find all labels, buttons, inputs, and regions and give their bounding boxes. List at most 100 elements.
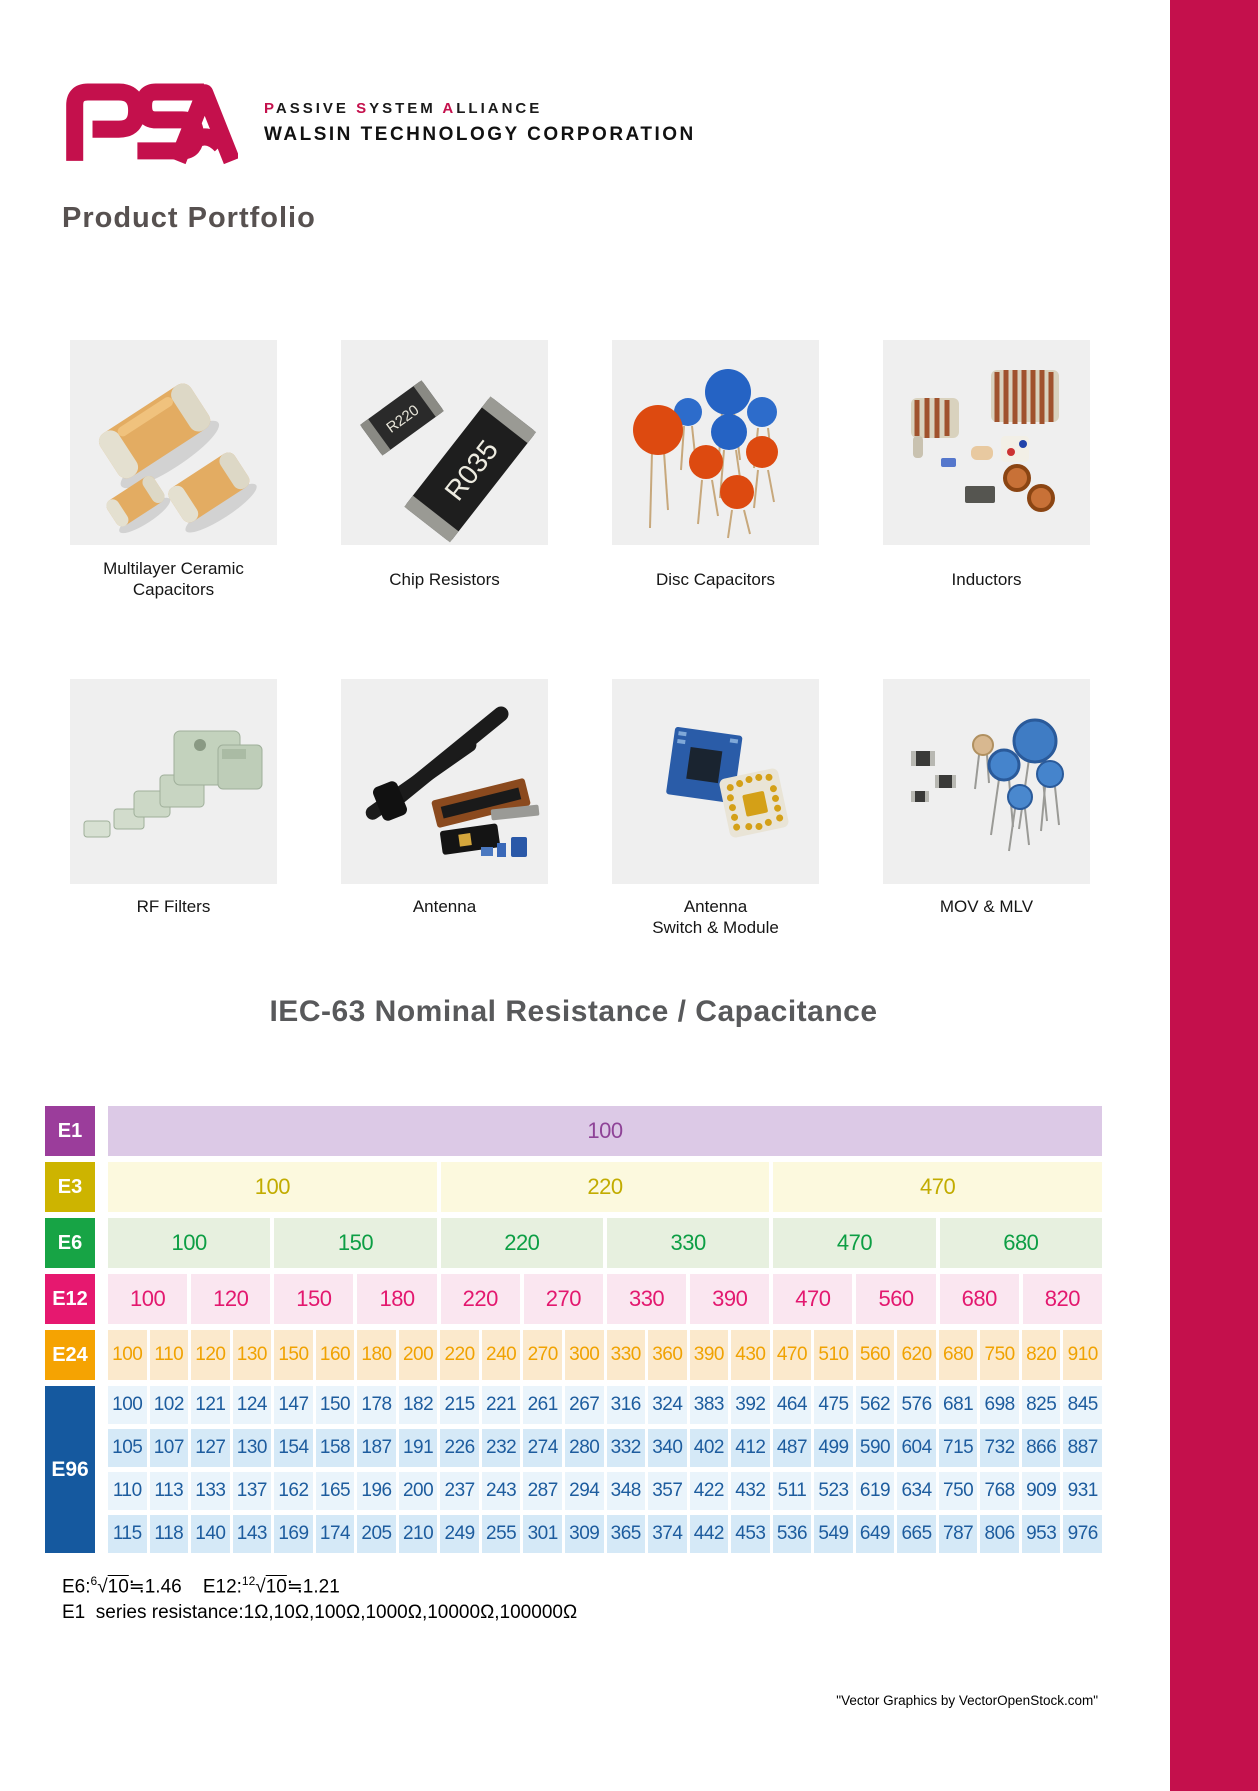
table-cell: 953 — [1021, 1515, 1061, 1553]
product-label: Inductors — [951, 569, 1022, 589]
brand-text: PASSIVE SYSTEM ALLIANCE WALSIN TECHNOLOG… — [264, 80, 696, 146]
antenna-switch-module-image — [612, 679, 819, 884]
table-cell: 680 — [939, 1218, 1102, 1268]
table-cell: 180 — [357, 1330, 396, 1380]
table-cell: 200 — [398, 1330, 438, 1380]
table-cell: 100 — [108, 1330, 147, 1380]
product-disc-capacitors: Disc Capacitors — [612, 340, 819, 601]
table-cell: 768 — [980, 1472, 1019, 1510]
table-cell: 825 — [1021, 1386, 1061, 1424]
product-chip-resistors: R220 R035 Chip Resistors — [341, 340, 548, 601]
table-cell: 150 — [274, 1218, 437, 1268]
table-cell: 332 — [606, 1429, 646, 1467]
table-cell: 390 — [690, 1274, 770, 1324]
table-cell: 910 — [1063, 1330, 1102, 1380]
table-cell: 475 — [814, 1386, 853, 1424]
series-row-e6: E6 100 150 220 330 470 680 — [45, 1218, 1102, 1268]
table-cell: 160 — [315, 1330, 355, 1380]
table-cell: 931 — [1063, 1472, 1102, 1510]
table-cell: 226 — [440, 1429, 479, 1467]
brand-header: PSA PASSIVE SYSTEM ALLIANCE WALSIN TECHN… — [60, 80, 696, 166]
table-cell: 220 — [440, 1330, 479, 1380]
table-cell: 732 — [980, 1429, 1019, 1467]
table-cell: 118 — [149, 1515, 189, 1553]
product-mlcc: Multilayer Ceramic Capacitors — [70, 340, 277, 601]
table-cell: 110 — [149, 1330, 189, 1380]
table-cell: 866 — [1021, 1429, 1061, 1467]
logo-letter-p — [66, 83, 146, 161]
table-cell: 137 — [232, 1472, 272, 1510]
right-accent-bar — [1170, 0, 1258, 1791]
product-label: MOV & MLV — [939, 897, 1034, 916]
table-cell: 130 — [232, 1429, 272, 1467]
product-label: Antenna Switch & Module — [652, 897, 779, 937]
table-cell: 820 — [1022, 1274, 1102, 1324]
table-cell: 499 — [814, 1429, 853, 1467]
product-rf-filters: RF Filters — [70, 679, 277, 940]
table-cell: 330 — [606, 1218, 770, 1268]
table-cell: 470 — [773, 1162, 1102, 1212]
table-cell: 510 — [814, 1330, 853, 1380]
series-row-e12: E12 100 120 150 180 220 270 330 390 470 560 680 820 — [45, 1274, 1102, 1324]
table-cell: 113 — [149, 1472, 189, 1510]
table-cell: 162 — [274, 1472, 313, 1510]
company-name: WALSIN TECHNOLOGY CORPORATION — [264, 124, 696, 145]
product-label: Antenna — [412, 897, 477, 916]
table-cell: 127 — [191, 1429, 230, 1467]
table-cell: 124 — [232, 1386, 272, 1424]
table-cell: 430 — [731, 1330, 770, 1380]
table-cell: 196 — [357, 1472, 396, 1510]
table-cell: 270 — [523, 1330, 562, 1380]
table-cell: 147 — [274, 1386, 313, 1424]
table-cell: 820 — [1021, 1330, 1061, 1380]
table-cell: 715 — [938, 1429, 978, 1467]
series-label-e3: E3 — [45, 1162, 95, 1212]
table-cell: 360 — [648, 1330, 687, 1380]
table-cell: 562 — [855, 1386, 895, 1424]
table-cell: 174 — [315, 1515, 355, 1553]
table-cell: 130 — [232, 1330, 272, 1380]
table-cell: 402 — [689, 1429, 729, 1467]
table-cell: 154 — [274, 1429, 313, 1467]
product-label: RF Filters — [136, 897, 211, 916]
product-inductors: Inductors — [883, 340, 1090, 601]
table-cell: 887 — [1063, 1429, 1102, 1467]
table-cell: 392 — [731, 1386, 770, 1424]
product-row-1: Multilayer Ceramic Capacitors R220 R035 … — [70, 340, 1090, 601]
table-cell: 549 — [814, 1515, 853, 1553]
table-cell: 205 — [357, 1515, 396, 1553]
table-cell: 523 — [814, 1472, 853, 1510]
table-cell: 255 — [481, 1515, 521, 1553]
table-cell: 100 — [108, 1162, 437, 1212]
table-cell: 681 — [938, 1386, 978, 1424]
table-cell: 267 — [564, 1386, 604, 1424]
table-cell: 383 — [689, 1386, 729, 1424]
table-cell: 200 — [398, 1472, 438, 1510]
series-row-e96: E96 100 102 121 124 147 150 178 182 215 221 261 267… — [45, 1386, 1102, 1553]
product-label: Disc Capacitors — [655, 569, 776, 589]
table-cell: 365 — [606, 1515, 646, 1553]
series-label-e6: E6 — [45, 1218, 95, 1268]
series-label-e1: E1 — [45, 1106, 95, 1156]
alliance-name: PASSIVE SYSTEM ALLIANCE — [264, 100, 543, 117]
table-cell: 287 — [523, 1472, 562, 1510]
e96-subrows: 100 102 121 124 147 150 178 182 215 221 261 267 316 3… — [108, 1386, 1102, 1553]
table-cell: 390 — [689, 1330, 729, 1380]
note-e-series-formula: E6:6√10≒1.46 E12:12√10≒1.21 — [62, 1574, 340, 1598]
table-cell: 240 — [481, 1330, 521, 1380]
table-cell: 422 — [689, 1472, 729, 1510]
table-cell: 330 — [606, 1274, 687, 1324]
table-cell: 750 — [938, 1472, 978, 1510]
product-label: Multilayer Ceramic Capacitors — [103, 559, 244, 599]
table-cell: 560 — [855, 1330, 895, 1380]
chip-resistors-image: R220 R035 — [341, 340, 548, 545]
table-cell: 309 — [564, 1515, 604, 1553]
table-cell: 220 — [440, 1274, 520, 1324]
inductors-image — [883, 340, 1090, 545]
table-cell: 102 — [149, 1386, 189, 1424]
table-cell: 221 — [481, 1386, 521, 1424]
table-cell: 453 — [731, 1515, 770, 1553]
table-cell: 412 — [731, 1429, 770, 1467]
table-cell: 665 — [897, 1515, 936, 1553]
table-cell: 270 — [523, 1274, 603, 1324]
